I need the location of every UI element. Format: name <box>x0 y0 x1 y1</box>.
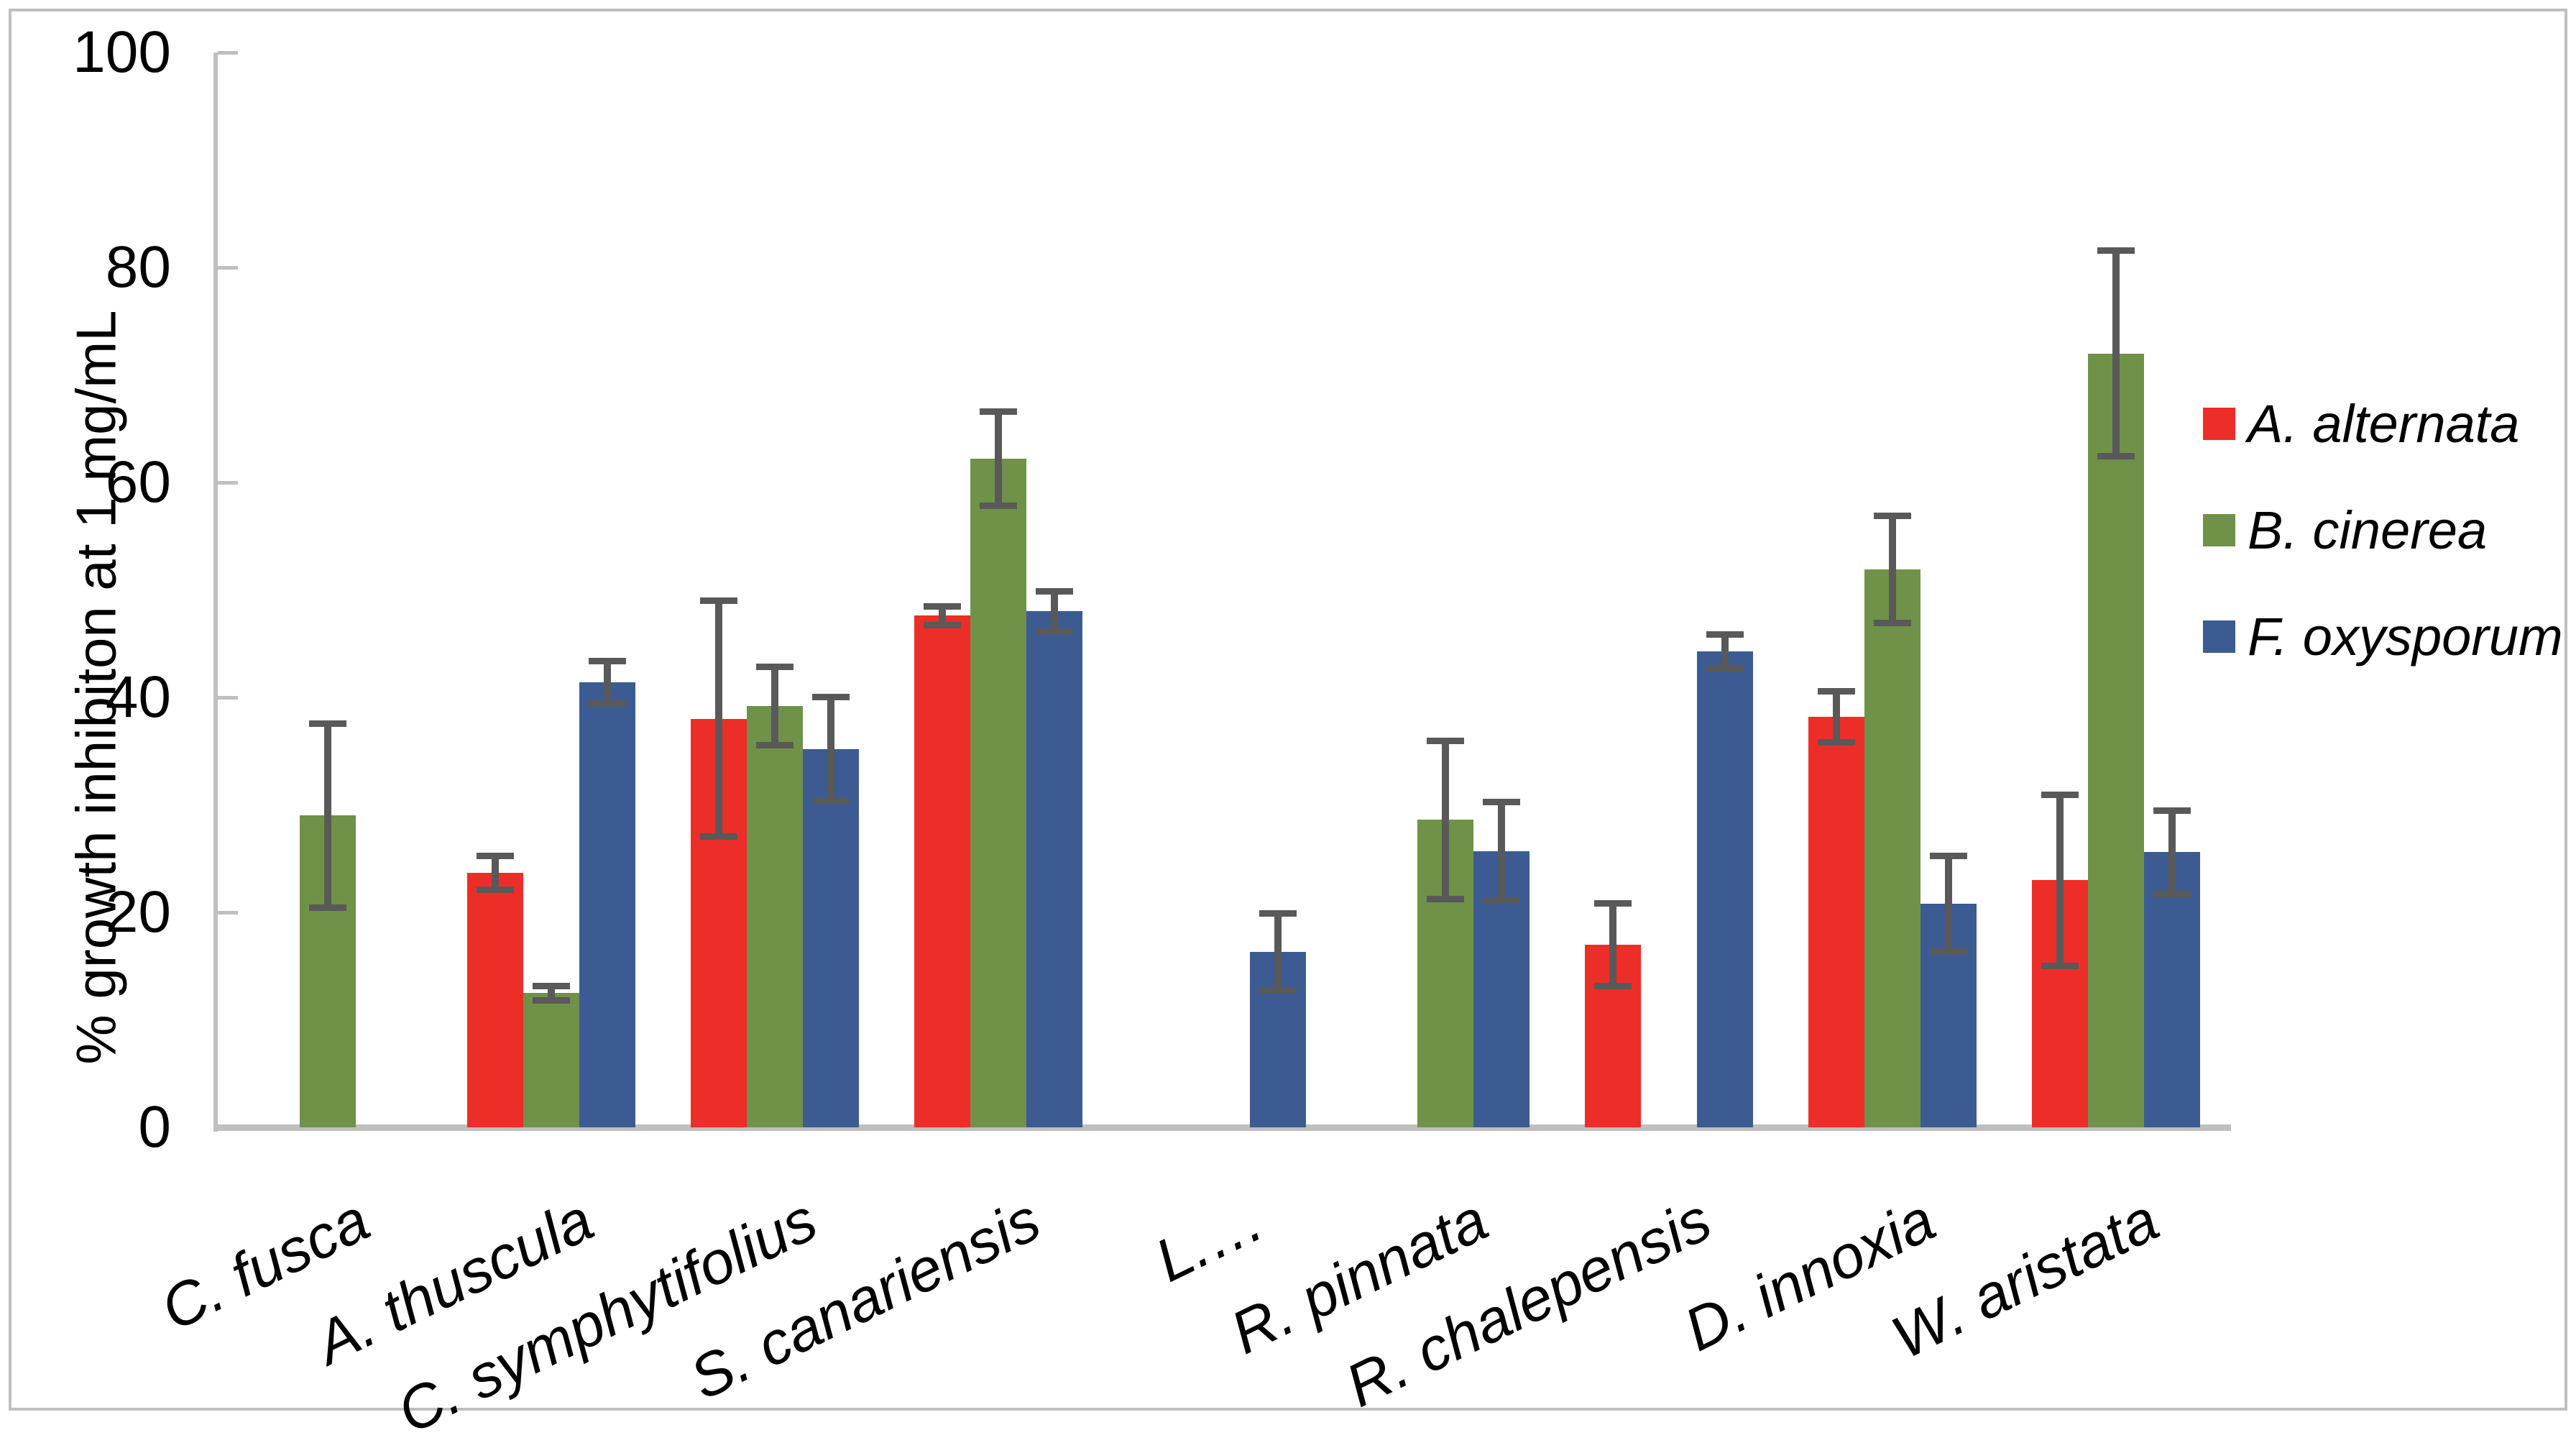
y-tick-label: 20 <box>105 879 171 945</box>
bar <box>1808 716 1865 1127</box>
error-bar-cap-top <box>1427 737 1465 744</box>
error-bar-line <box>714 600 722 838</box>
error-bar-cap-bottom <box>308 904 346 912</box>
error-bar-cap-top <box>2153 807 2191 814</box>
error-bar-cap-bottom <box>811 798 850 805</box>
y-tick-label: 80 <box>105 234 171 300</box>
bar <box>579 682 635 1127</box>
y-axis-tick <box>218 911 238 915</box>
error-bar-line <box>603 661 611 704</box>
plot-area: 0 20 40 60 80 100 C. fusca A. thuscula C. symphy… <box>12 12 2564 1446</box>
error-bar-line <box>491 855 499 890</box>
bar <box>746 705 803 1127</box>
error-bar-cap-bottom <box>1427 896 1465 903</box>
y-axis-tick <box>218 51 238 55</box>
error-bar-line <box>770 666 778 746</box>
error-bar-cap-top <box>1035 587 1073 595</box>
error-bar-cap-top <box>699 597 737 605</box>
chart-figure: % growth inhibiton at 1 mg/mL 0 20 40 60 80 1… <box>9 9 2567 1446</box>
bar <box>2088 353 2145 1127</box>
error-bar-cap-bottom <box>2097 453 2135 460</box>
legend-label: B. cinerea <box>2248 500 2488 560</box>
error-bar-line <box>2168 810 2176 894</box>
error-bar-cap-top <box>1930 852 1968 859</box>
error-bar-line <box>323 723 331 908</box>
bar <box>914 615 970 1127</box>
error-bar-line <box>994 411 1002 506</box>
error-bar-cap-bottom <box>1930 948 1968 956</box>
y-axis-line <box>213 52 218 1132</box>
error-bar-line <box>1442 740 1450 900</box>
legend-swatch <box>2203 514 2235 546</box>
error-bar-cap-top <box>1818 688 1856 695</box>
error-bar-cap-top <box>2041 791 2079 798</box>
bar <box>1864 569 1921 1127</box>
legend-swatch <box>2203 620 2235 653</box>
y-axis-tick <box>218 696 238 700</box>
y-tick-label: 100 <box>73 19 171 85</box>
error-bar-line <box>1050 590 1058 632</box>
error-bar-cap-bottom <box>2153 890 2191 897</box>
error-bar-cap-top <box>308 720 346 727</box>
error-bar-cap-top <box>755 663 794 670</box>
error-bar-cap-bottom <box>755 742 794 749</box>
x-category-label: L.… <box>1144 1185 1274 1295</box>
error-bar-line <box>1609 902 1617 987</box>
bar <box>1697 651 1754 1127</box>
bar <box>523 993 579 1127</box>
error-bar-cap-bottom <box>1594 983 1632 990</box>
error-bar-cap-bottom <box>979 502 1017 509</box>
error-bar-cap-top <box>1594 899 1632 907</box>
bar <box>970 459 1026 1127</box>
error-bar-line <box>938 605 946 626</box>
bar <box>1026 611 1082 1127</box>
error-bar-cap-bottom <box>1874 619 1912 626</box>
error-bar-cap-top <box>2097 247 2135 255</box>
error-bar-cap-top <box>588 658 626 665</box>
error-bar-cap-bottom <box>532 996 570 1004</box>
error-bar-cap-top <box>923 602 961 610</box>
error-bar-cap-bottom <box>1818 738 1856 746</box>
error-bar-cap-top <box>1259 910 1297 917</box>
y-tick-label: 60 <box>105 449 171 515</box>
legend-swatch <box>2203 408 2235 440</box>
x-axis-line <box>216 1124 2231 1131</box>
error-bar-cap-top <box>1706 631 1744 638</box>
error-bar-cap-bottom <box>476 886 514 893</box>
error-bar-line <box>2056 794 2064 966</box>
error-bar-line <box>1833 691 1841 743</box>
error-bar-cap-top <box>1874 513 1912 520</box>
y-tick-label: 40 <box>105 664 171 730</box>
error-bar-cap-bottom <box>699 833 737 840</box>
error-bar-cap-bottom <box>1035 628 1073 635</box>
bar <box>2144 852 2201 1127</box>
error-bar-cap-bottom <box>2041 962 2079 969</box>
error-bar-line <box>1945 855 1953 953</box>
error-bar-cap-top <box>1483 799 1521 805</box>
error-bar-cap-top <box>811 693 850 700</box>
error-bar-cap-top <box>476 852 514 859</box>
error-bar-line <box>1274 913 1282 991</box>
error-bar-line <box>1498 802 1506 901</box>
legend-label: F. oxysporum <box>2248 607 2563 666</box>
y-axis-tick <box>218 266 238 270</box>
error-bar-cap-bottom <box>923 621 961 628</box>
y-tick-label: 0 <box>138 1094 171 1160</box>
error-bar-line <box>1889 515 1897 623</box>
error-bar-cap-bottom <box>1706 664 1744 672</box>
error-bar-line <box>547 985 555 1001</box>
error-bar-line <box>2112 250 2120 457</box>
error-bar-cap-bottom <box>588 700 626 707</box>
bar <box>466 872 523 1127</box>
legend-label: A. alternata <box>2248 394 2520 454</box>
error-bar-cap-top <box>979 408 1017 416</box>
y-axis-tick <box>218 481 238 485</box>
error-bar-cap-bottom <box>1259 987 1297 994</box>
error-bar-cap-top <box>532 982 570 989</box>
error-bar-line <box>827 696 834 802</box>
error-bar-cap-bottom <box>1483 897 1521 904</box>
error-bar-line <box>1721 633 1729 669</box>
bar <box>802 748 859 1127</box>
